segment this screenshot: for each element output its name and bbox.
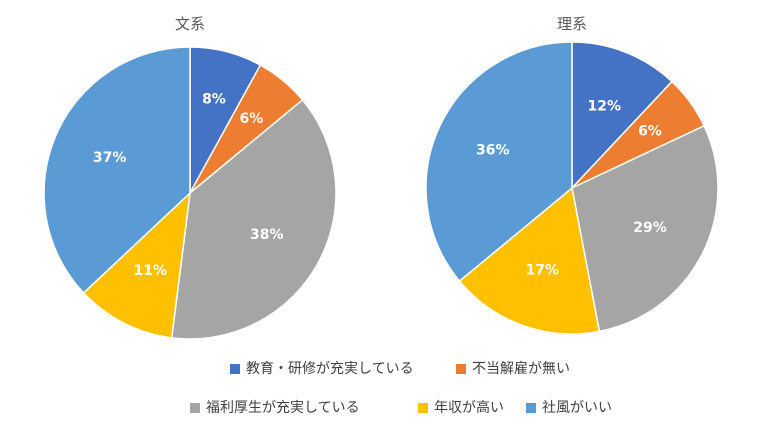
pie-rikei: 理系 12% 6% 29% 17% 36% (425, 15, 719, 335)
slice-label-rikei-education: 12% (587, 99, 621, 115)
pie-title-rikei: 理系 (557, 15, 587, 33)
legend-swatch-good-culture (526, 403, 536, 413)
pie-title-bunkei: 文系 (175, 15, 205, 33)
legend-label-welfare: 福利厚生が充実している (206, 400, 360, 416)
pie-slice-bunkei-welfare (170, 98, 337, 340)
legend-item-high-salary: 年収が高い (418, 399, 504, 416)
legend-label-high-salary: 年収が高い (434, 399, 504, 416)
slice-label-rikei-no-unfair-dismissal: 6% (638, 123, 662, 139)
pie-slice-bunkei-good-culture (43, 46, 191, 295)
slice-label-bunkei-good-culture: 37% (93, 150, 127, 166)
legend-item-education: 教育・研修が充実している (230, 361, 414, 377)
legend: 教育・研修が充実している 不当解雇が無い 福利厚生が充実している 年収が高い 社… (190, 360, 612, 416)
slice-label-bunkei-welfare: 38% (250, 227, 284, 243)
legend-item-good-culture: 社風がいい (526, 400, 612, 416)
pie-slice-rikei-welfare (571, 124, 719, 333)
pie-slice-bunkei-high-salary (82, 191, 192, 339)
legend-label-good-culture: 社風がいい (542, 400, 612, 416)
slice-label-rikei-good-culture: 36% (476, 143, 510, 159)
legend-item-welfare: 福利厚生が充実している (190, 400, 360, 416)
pie-slice-rikei-good-culture (425, 41, 573, 283)
legend-swatch-welfare (190, 403, 200, 413)
pie-slice-rikei-high-salary (458, 186, 601, 335)
slice-label-bunkei-education: 8% (202, 92, 226, 108)
pie-slice-rikei-education (571, 41, 674, 190)
legend-swatch-no-unfair-dismissal (456, 364, 466, 374)
slice-label-rikei-welfare: 29% (633, 220, 667, 236)
slice-label-rikei-high-salary: 17% (526, 262, 560, 278)
legend-label-no-unfair-dismissal: 不当解雇が無い (472, 360, 570, 377)
legend-swatch-education (230, 364, 240, 374)
slice-label-bunkei-high-salary: 11% (133, 263, 167, 279)
legend-label-education: 教育・研修が充実している (246, 361, 414, 377)
slice-label-bunkei-no-unfair-dismissal: 6% (240, 111, 264, 127)
pie-bunkei: 文系 8% 6% 38% 11% 37% (43, 15, 337, 340)
legend-item-no-unfair-dismissal: 不当解雇が無い (456, 360, 570, 377)
legend-swatch-high-salary (418, 403, 428, 413)
